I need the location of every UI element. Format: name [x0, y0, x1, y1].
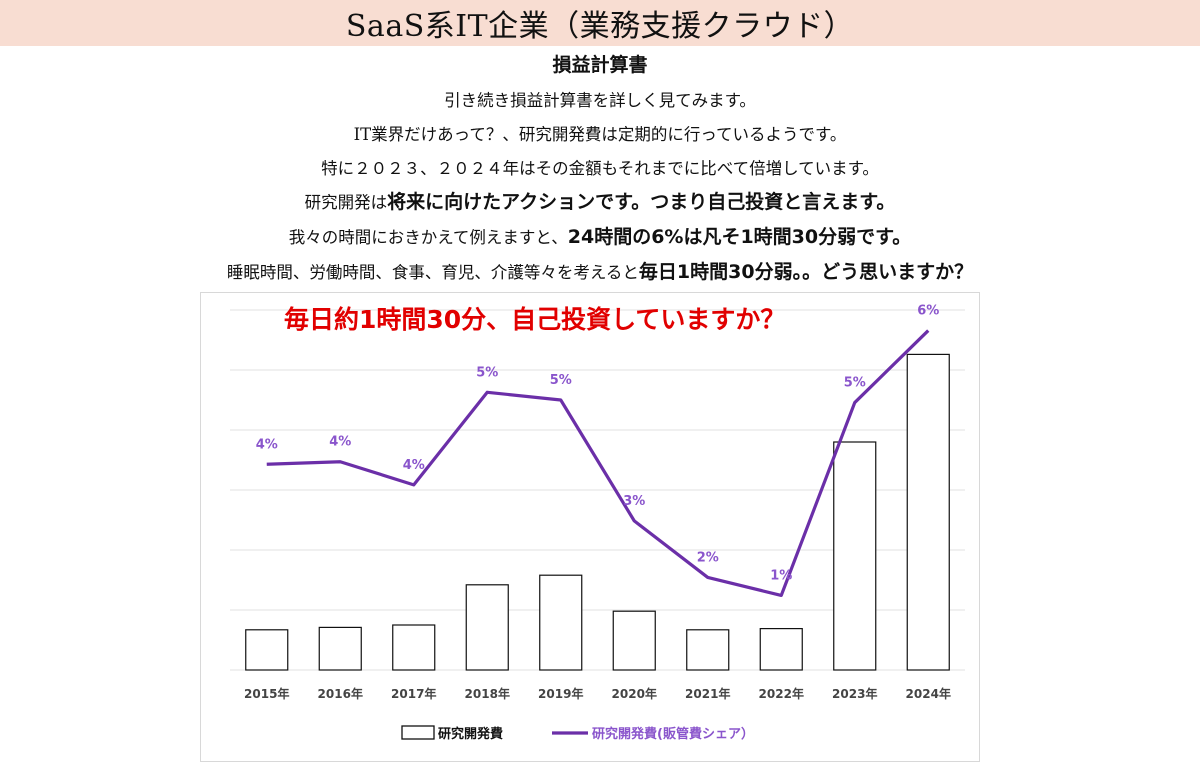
x-tick-label: 2017年: [391, 686, 436, 701]
bar-0: [245, 629, 289, 671]
bar-3: [465, 584, 509, 671]
bar-6: [686, 629, 730, 671]
data-label: 5%: [844, 376, 866, 391]
x-tick-label: 2023年: [832, 686, 877, 701]
x-tick-label: 2020年: [612, 686, 657, 701]
text-line-4-b: は: [370, 193, 388, 212]
title-bar: SaaS系IT企業（業務支援クラウド）: [0, 0, 1200, 46]
data-label: 4%: [256, 437, 278, 452]
chart-callout: 毎日約1時間30分、自己投資していますか？: [284, 305, 786, 334]
bar-1: [318, 626, 362, 671]
bar-5: [612, 610, 656, 671]
data-label: 5%: [550, 373, 572, 388]
x-tick-label: 2022年: [759, 686, 804, 701]
text-line-3: 特に２０２３、２０２４年はその金額もそれまでに比べて倍増しています。: [321, 159, 879, 178]
data-label: 3%: [623, 494, 645, 509]
text-line-4-a: 研究開発: [304, 193, 371, 212]
text-line-1: 引き続き損益計算書を詳しく見てみます。: [444, 91, 756, 110]
text-line-6-b: 毎日1時間30分弱。。どう思いますか？: [638, 261, 974, 283]
text-line-6-a: 睡眠時間、労働時間、食事、育児、介護等々を考えると: [226, 263, 639, 282]
bar-7: [759, 627, 803, 671]
line-series-share: [266, 329, 930, 598]
text-line-4: 研究開発は将来に向けたアクションです。つまり自己投資と言えます。: [0, 187, 1200, 214]
text-line-5: 我々の時間におきかえて例えますと、24時間の6%は凡そ1時間30分弱です。: [0, 222, 1200, 249]
x-tick-label: 2016年: [318, 686, 363, 701]
x-tick-label: 2015年: [244, 686, 289, 701]
text-line-6: 睡眠時間、労働時間、食事、育児、介護等々を考えると毎日1時間30分弱。。どう思い…: [0, 257, 1200, 284]
bar-9: [906, 353, 950, 671]
text-line-2: IT業界だけあって？、研究開発費は定期的に行っているようです。: [353, 125, 847, 144]
data-label: 4%: [403, 458, 425, 473]
x-tick-label: 2018年: [465, 686, 510, 701]
bar-2: [392, 624, 436, 671]
text-line-5-a: 我々の時間におきかえて例えますと、: [288, 228, 568, 247]
x-tick-label: 2019年: [538, 686, 583, 701]
legend-label-bar: 研究開発費: [438, 726, 503, 742]
bar-8: [833, 441, 877, 671]
x-tick-label: 2021年: [685, 686, 730, 701]
page-title: SaaS系IT企業（業務支援クラウド）: [345, 9, 855, 44]
legend-bar-swatch: [401, 725, 435, 740]
data-label: 1%: [770, 568, 792, 583]
data-label: 4%: [329, 435, 351, 450]
x-tick-label: 2024年: [906, 686, 951, 701]
section-subtitle: 損益計算書: [552, 54, 648, 76]
data-label: 6%: [917, 304, 939, 319]
text-line-4-c: 将来に向けたアクションです。つまり自己投資と言えます。: [387, 191, 896, 213]
legend-label-line: 研究開発費(販管費シェア）: [592, 726, 754, 742]
data-label: 5%: [476, 365, 498, 380]
text-line-5-b: 24時間の6%は凡そ1時間30分弱です。: [567, 226, 912, 248]
bar-4: [539, 574, 583, 671]
data-label: 2%: [697, 550, 719, 565]
